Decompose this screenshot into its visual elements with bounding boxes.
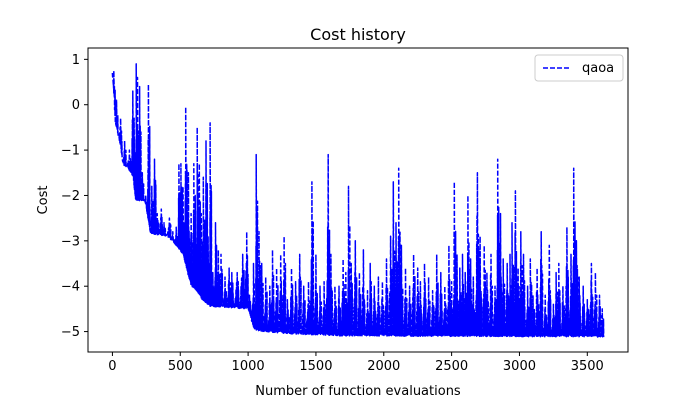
- x-tick-label: 2000: [367, 359, 400, 374]
- x-tick-label: 3000: [503, 359, 536, 374]
- legend: qaoa: [534, 54, 624, 82]
- x-axis-label: Number of function evaluations: [255, 384, 461, 399]
- y-tick-label: −3: [61, 234, 80, 249]
- y-tick-label: −2: [61, 189, 80, 204]
- legend-label-qaoa: qaoa: [582, 61, 614, 76]
- series-line-qaoa: [111, 63, 605, 338]
- x-tick-label: 1000: [232, 359, 265, 374]
- y-tick-label: −1: [61, 144, 80, 159]
- y-tick-label: 0: [72, 98, 80, 113]
- x-tick-label: 0: [108, 359, 116, 374]
- y-axis-label: Cost: [36, 186, 51, 215]
- x-tick-label: 500: [168, 359, 193, 374]
- y-tick-label: −4: [61, 280, 80, 295]
- chart-title: Cost history: [310, 25, 406, 44]
- x-tick-label: 3500: [571, 359, 604, 374]
- y-tick-label: 1: [72, 53, 80, 68]
- x-tick-label: 2500: [435, 359, 468, 374]
- plot-frame: [87, 47, 629, 353]
- axes-ticks: 0 500 1000 1500 2000 2500 3000 3500 1 0 −1 −2 −3 −4 −5: [61, 53, 604, 374]
- x-tick-label: 1500: [299, 359, 332, 374]
- plot-area: [111, 63, 605, 338]
- legend-box: [534, 54, 624, 82]
- y-tick-label: −5: [61, 325, 80, 340]
